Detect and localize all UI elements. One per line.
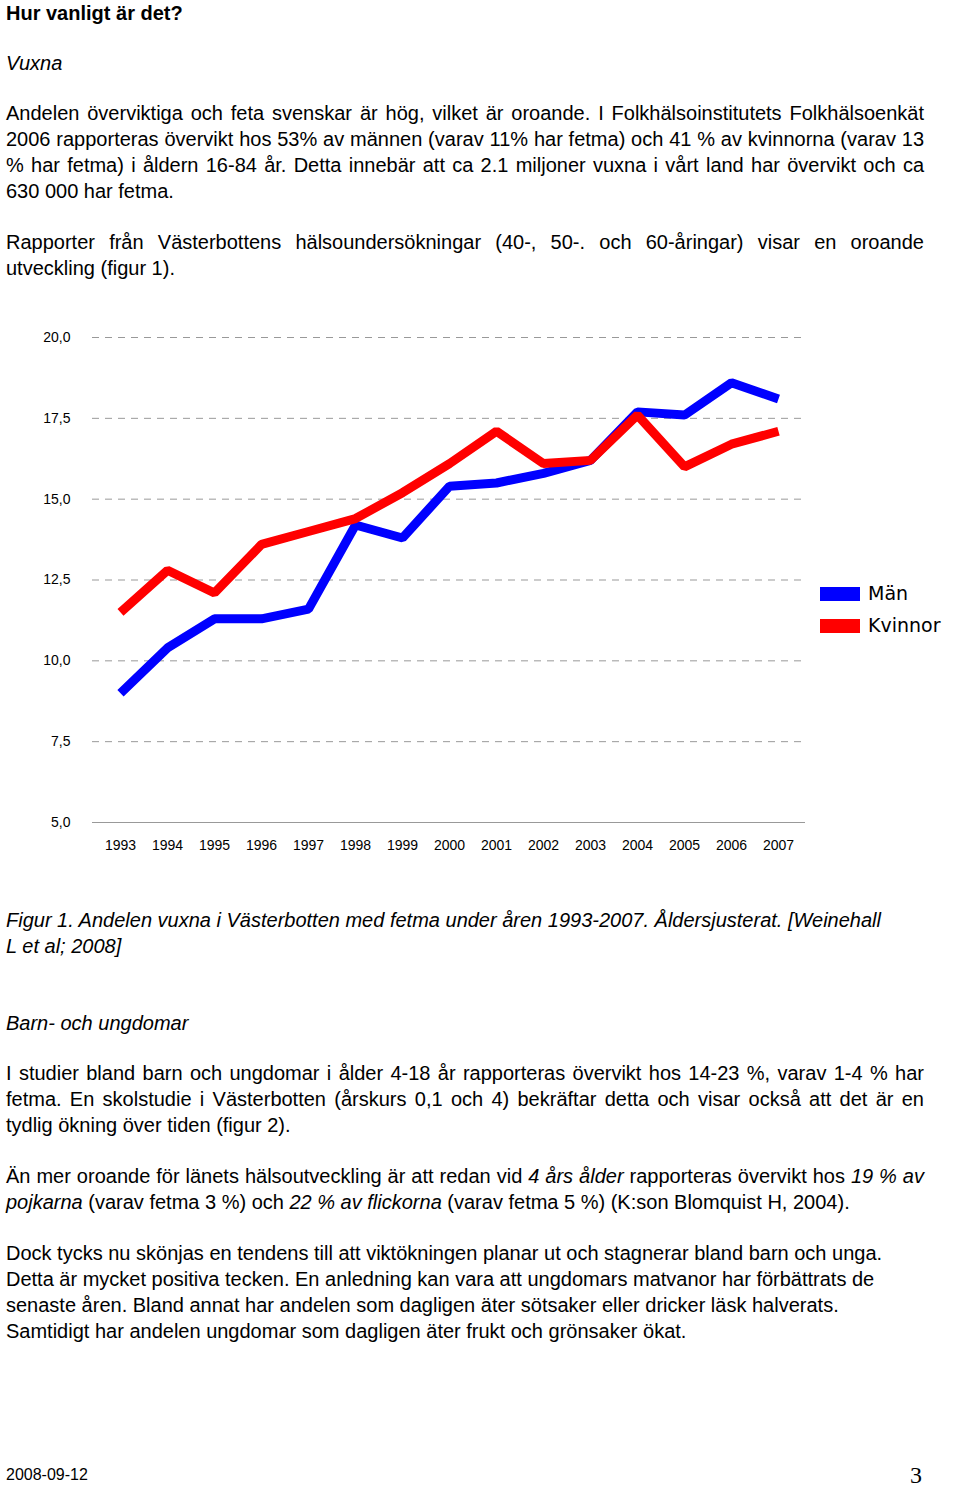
svg-text:12,5: 12,5: [43, 571, 70, 587]
svg-text:15,0: 15,0: [43, 491, 70, 507]
html-text:Dock tycks nu skönjas en tende: Dock tycks nu skönjas en tendens till at…: [6, 1242, 883, 1342]
svg-text:1994: 1994: [152, 837, 183, 853]
svg-text:10,0: 10,0: [43, 652, 70, 668]
html-text:3: 3: [910, 1462, 922, 1488]
svg-text:2002: 2002: [528, 837, 559, 853]
svg-text:2006: 2006: [716, 837, 747, 853]
svg-text:7,5: 7,5: [51, 733, 71, 749]
svg-text:1998: 1998: [340, 837, 371, 853]
html-text:Andelen överviktiga och feta s: Andelen överviktiga och feta svenskar är…: [6, 102, 924, 202]
svg-text:1999: 1999: [387, 837, 418, 853]
html-text:I studier bland barn och ungdo: I studier bland barn och ungdomar i ålde…: [6, 1062, 924, 1136]
svg-text:2004: 2004: [622, 837, 653, 853]
svg-text:1993: 1993: [105, 837, 136, 853]
html-text:Figur 1. Andelen vuxna i Väste: Figur 1. Andelen vuxna i Västerbotten me…: [6, 909, 881, 957]
svg-text:1996: 1996: [246, 837, 277, 853]
svg-text:1995: 1995: [199, 837, 230, 853]
svg-text:2001: 2001: [481, 837, 512, 853]
svg-text:17,5: 17,5: [43, 410, 70, 426]
html-text:Vuxna: Vuxna: [6, 52, 63, 74]
svg-text:2007: 2007: [763, 837, 794, 853]
html-text:Än mer oroande för länets häls: Än mer oroande för länets hälsoutvecklin…: [6, 1165, 924, 1213]
svg-text:2003: 2003: [575, 837, 606, 853]
html-text:Kvinnor: Kvinnor: [868, 614, 941, 636]
svg-text:1997: 1997: [293, 837, 324, 853]
html-text:2008-09-12: 2008-09-12: [6, 1466, 88, 1483]
html-text:Rapporter från Västerbottens h: Rapporter från Västerbottens hälsounders…: [6, 231, 924, 279]
html-text:Män: Män: [868, 582, 909, 604]
html-text:Hur vanligt är det?: Hur vanligt är det?: [6, 2, 183, 24]
html-text:Barn- och ungdomar: Barn- och ungdomar: [6, 1012, 189, 1034]
svg-text:20,0: 20,0: [43, 329, 70, 345]
svg-text:2000: 2000: [434, 837, 465, 853]
svg-text:2005: 2005: [669, 837, 700, 853]
svg-text:5,0: 5,0: [51, 814, 71, 830]
